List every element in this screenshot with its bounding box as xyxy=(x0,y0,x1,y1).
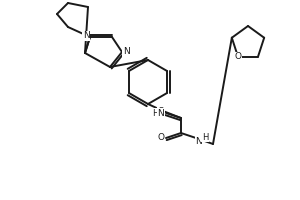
Text: O: O xyxy=(235,52,242,61)
Text: N: N xyxy=(158,108,164,117)
Text: N: N xyxy=(82,31,89,40)
Text: H: H xyxy=(202,132,208,142)
Text: N: N xyxy=(196,136,202,146)
Text: H: H xyxy=(152,108,158,117)
Text: N: N xyxy=(123,47,129,56)
Text: O: O xyxy=(158,108,164,116)
Text: O: O xyxy=(158,134,164,142)
